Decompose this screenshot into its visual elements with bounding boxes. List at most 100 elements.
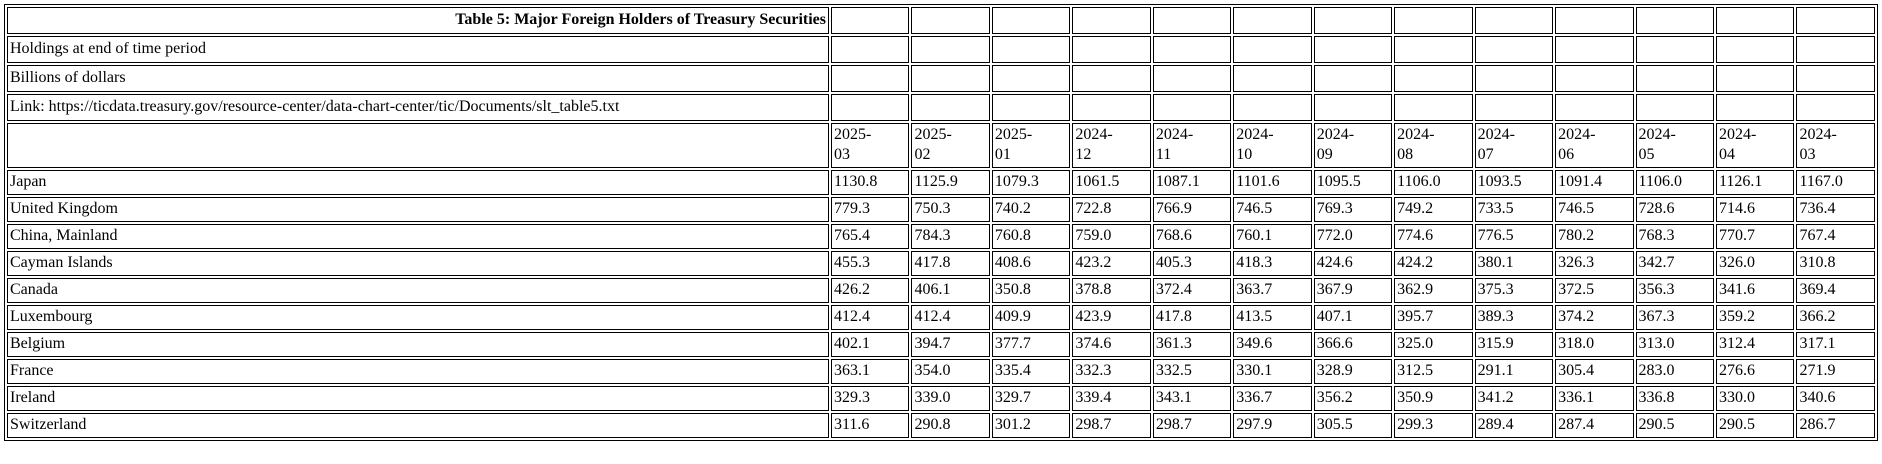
value-cell: 313.0: [1635, 332, 1714, 357]
holdings-note: Holdings at end of time period: [7, 36, 829, 63]
column-header-row: 2025-03 2025-02 2025-01 2024-12 2024-11 2024-…: [7, 123, 1875, 168]
value-cell: 417.8: [1152, 305, 1232, 330]
value-cell: 746.5: [1233, 197, 1312, 222]
data-rows: Japan 1130.8 1125.9 1079.3 1061.5 1087.1 1101.…: [7, 170, 1875, 438]
value-cell: 374.6: [1072, 332, 1151, 357]
value-cell: 367.9: [1313, 278, 1393, 303]
holdings-note-row: Holdings at end of time period: [7, 36, 1875, 63]
empty-cell: [1152, 36, 1232, 63]
date-label: 2024-04: [1718, 126, 1757, 163]
date-label: 2024-08: [1397, 126, 1435, 163]
value-cell: 749.2: [1394, 197, 1473, 222]
value-cell: 299.3: [1394, 413, 1473, 438]
column-header-2024-06: 2024-06: [1555, 123, 1634, 168]
value-cell: 283.0: [1635, 359, 1714, 384]
value-cell: 298.7: [1072, 413, 1151, 438]
empty-cell: [991, 36, 1071, 63]
value-cell: 326.3: [1555, 251, 1634, 276]
value-cell: 339.4: [1072, 386, 1151, 411]
column-header-2024-11: 2024-11: [1152, 123, 1232, 168]
value-cell: 339.0: [911, 386, 990, 411]
empty-cell: [991, 94, 1071, 121]
value-cell: 329.7: [991, 386, 1071, 411]
value-cell: 291.1: [1474, 359, 1554, 384]
value-cell: 424.6: [1313, 251, 1393, 276]
row-label: Ireland: [7, 386, 829, 411]
value-cell: 394.7: [911, 332, 990, 357]
value-cell: 298.7: [1152, 413, 1232, 438]
empty-cell: [1313, 94, 1393, 121]
value-cell: 426.2: [831, 278, 910, 303]
row-label: Cayman Islands: [7, 251, 829, 276]
value-cell: 325.0: [1394, 332, 1473, 357]
column-header-2024-07: 2024-07: [1474, 123, 1554, 168]
table-row: Switzerland 311.6 290.8 301.2 298.7 298.7 297.…: [7, 413, 1875, 438]
value-cell: 367.3: [1635, 305, 1714, 330]
value-cell: 767.4: [1796, 224, 1875, 249]
empty-cell: [1635, 7, 1714, 34]
value-cell: 342.7: [1635, 251, 1714, 276]
value-cell: 363.1: [831, 359, 910, 384]
row-label: Switzerland: [7, 413, 829, 438]
value-cell: 779.3: [831, 197, 910, 222]
value-cell: 350.8: [991, 278, 1071, 303]
value-cell: 336.1: [1555, 386, 1634, 411]
value-cell: 366.2: [1796, 305, 1875, 330]
table-row: Ireland 329.3 339.0 329.7 339.4 343.1 336.7 356…: [7, 386, 1875, 411]
value-cell: 290.8: [911, 413, 990, 438]
value-cell: 784.3: [911, 224, 990, 249]
empty-cell: [831, 94, 910, 121]
value-cell: 380.1: [1474, 251, 1554, 276]
table-row: Belgium 402.1 394.7 377.7 374.6 361.3 349.6 366…: [7, 332, 1875, 357]
value-cell: 332.5: [1152, 359, 1232, 384]
value-cell: 1101.6: [1233, 170, 1312, 195]
value-cell: 375.3: [1474, 278, 1554, 303]
value-cell: 1061.5: [1072, 170, 1151, 195]
value-cell: 276.6: [1715, 359, 1795, 384]
empty-cell: [1555, 36, 1634, 63]
empty-cell: [1233, 65, 1312, 92]
value-cell: 311.6: [831, 413, 910, 438]
empty-cell: [831, 65, 910, 92]
value-cell: 330.0: [1715, 386, 1795, 411]
value-cell: 363.7: [1233, 278, 1312, 303]
value-cell: 305.4: [1555, 359, 1634, 384]
table-row: Canada 426.2 406.1 350.8 378.8 372.4 363.7 367.…: [7, 278, 1875, 303]
value-cell: 1087.1: [1152, 170, 1232, 195]
value-cell: 776.5: [1474, 224, 1554, 249]
date-label: 2025-03: [834, 126, 872, 163]
empty-cell: [1233, 36, 1312, 63]
empty-cell: [1394, 94, 1473, 121]
value-cell: 335.4: [991, 359, 1071, 384]
empty-cell: [911, 7, 990, 34]
value-cell: 289.4: [1474, 413, 1554, 438]
row-label: Belgium: [7, 332, 829, 357]
value-cell: 714.6: [1715, 197, 1795, 222]
value-cell: 1130.8: [831, 170, 910, 195]
column-header-2025-02: 2025-02: [911, 123, 990, 168]
value-cell: 366.6: [1313, 332, 1393, 357]
value-cell: 354.0: [911, 359, 990, 384]
value-cell: 1091.4: [1555, 170, 1634, 195]
empty-cell: [1635, 65, 1714, 92]
value-cell: 423.2: [1072, 251, 1151, 276]
value-cell: 305.5: [1313, 413, 1393, 438]
value-cell: 412.4: [911, 305, 990, 330]
corner-cell: [7, 123, 829, 168]
empty-cell: [1394, 36, 1473, 63]
value-cell: 297.9: [1233, 413, 1312, 438]
empty-cell: [1394, 65, 1473, 92]
value-cell: 329.3: [831, 386, 910, 411]
empty-cell: [911, 94, 990, 121]
table-row: Japan 1130.8 1125.9 1079.3 1061.5 1087.1 1101.…: [7, 170, 1875, 195]
value-cell: 765.4: [831, 224, 910, 249]
value-cell: 402.1: [831, 332, 910, 357]
value-cell: 1106.0: [1394, 170, 1473, 195]
empty-cell: [1474, 65, 1554, 92]
value-cell: 455.3: [831, 251, 910, 276]
date-label: 2024-03: [1799, 126, 1837, 163]
empty-cell: [911, 36, 990, 63]
column-header-2024-08: 2024-08: [1394, 123, 1473, 168]
empty-cell: [1313, 65, 1393, 92]
value-cell: 395.7: [1394, 305, 1473, 330]
